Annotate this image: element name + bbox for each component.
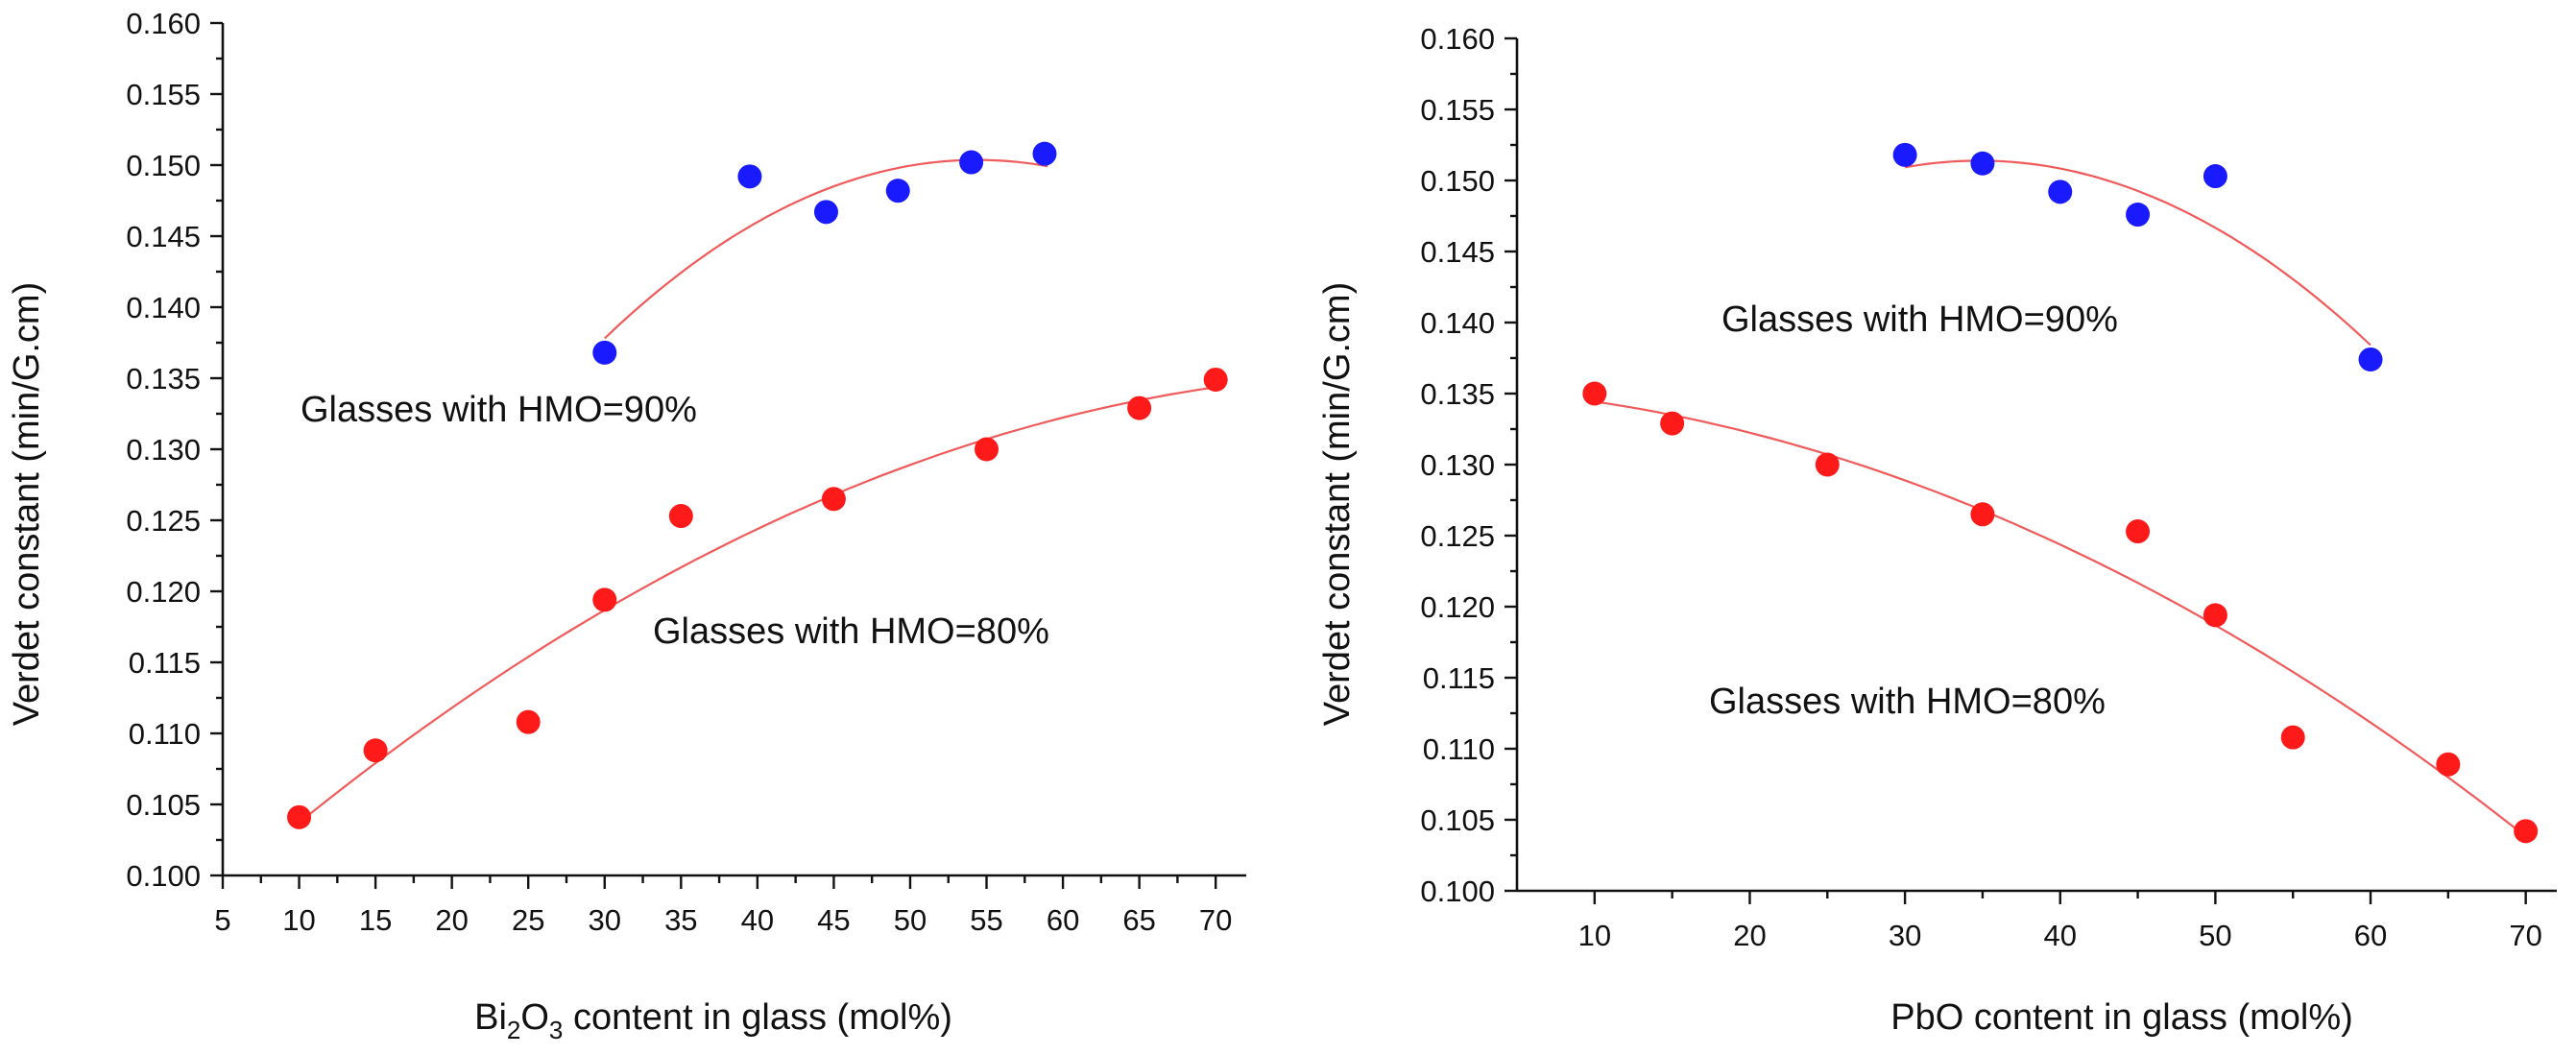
left-y-tick-label: 0.160 (126, 7, 201, 40)
right-series2-point (1582, 381, 1607, 406)
right-series1-point (2126, 203, 2151, 228)
left-x-tick-label: 15 (359, 903, 392, 937)
right-y-tick-label: 0.155 (1420, 93, 1495, 127)
right-x-tick-label: 20 (1733, 919, 1766, 952)
left-x-axis-title: Bi2O3 content in glass (mol%) (474, 997, 952, 1044)
right-x-tick-label: 30 (1889, 919, 1921, 952)
right-y-tick-label: 0.125 (1420, 519, 1495, 553)
right-y-tick-label: 0.110 (1423, 732, 1495, 766)
left-x-tick-label: 50 (894, 903, 927, 937)
right-series2-point (1660, 411, 1685, 436)
right-series1-point (1970, 151, 1995, 176)
right-series2-point (2436, 752, 2461, 777)
right-x-tick-label: 10 (1578, 919, 1611, 952)
left-series1-point (813, 200, 838, 225)
left-series1-point (737, 164, 762, 189)
left-x-tick-label: 25 (512, 903, 544, 937)
left-y-tick-label: 0.155 (126, 78, 201, 111)
right-y-tick-label: 0.150 (1420, 164, 1495, 198)
left-series2-point (592, 587, 617, 612)
left-y-tick-label: 0.150 (126, 149, 201, 182)
right-y-tick-label: 0.115 (1423, 661, 1495, 695)
right-series2-point (2203, 603, 2227, 628)
left-x-tick-label: 5 (214, 903, 230, 937)
right-series1-point (1892, 142, 1917, 167)
left-series2-point (287, 804, 312, 829)
right-series2-point (1970, 502, 1995, 527)
left-chart: 0.100 0.105 0.110 0.115 0.120 0.125 0.130 0.135… (7, 7, 1246, 1044)
right-y-tick-label: 0.130 (1420, 448, 1495, 482)
left-y-tick-label: 0.145 (126, 220, 201, 253)
left-series2-fit-curve (298, 386, 1216, 824)
left-series1-fit-curve (604, 158, 1048, 340)
left-y-tick-label: 0.125 (126, 504, 201, 538)
left-y-tick-label: 0.115 (129, 646, 201, 680)
right-series1-point (2048, 180, 2073, 204)
right-x-axis-title: PbO content in glass (mol%) (1890, 997, 2353, 1038)
left-series2-point (516, 709, 541, 734)
right-series2-point (2126, 519, 2151, 544)
right-x-tick-label: 70 (2509, 919, 2541, 952)
left-series1-point (885, 179, 910, 204)
right-series1-annotation: Glasses with HMO=90% (1721, 299, 2118, 340)
left-series2-point (1127, 395, 1152, 420)
right-y-tick-label: 0.145 (1420, 235, 1495, 269)
right-y-tick-label: 0.105 (1420, 803, 1495, 837)
left-y-tick-label: 0.130 (126, 433, 201, 467)
left-y-tick-label: 0.135 (126, 362, 201, 395)
right-y-axis-title: Verdet constant (min/G.cm) (1317, 282, 1358, 727)
left-y-tick-label: 0.105 (126, 788, 201, 822)
right-series2-point (1815, 452, 1840, 477)
left-x-tick-label: 60 (1047, 903, 1079, 937)
left-x-tick-label: 10 (282, 903, 315, 937)
left-x-tick-label: 30 (589, 903, 621, 937)
left-series2-point (363, 738, 388, 763)
left-series1-point (959, 150, 984, 175)
left-y-tick-label: 0.110 (129, 717, 201, 751)
right-y-tick-label: 0.160 (1420, 22, 1495, 56)
left-x-tick-label: 65 (1122, 903, 1155, 937)
right-y-tick-label: 0.120 (1420, 590, 1495, 624)
right-x-tick-label: 60 (2354, 919, 2387, 952)
left-y-tick-label: 0.140 (126, 291, 201, 324)
left-series1-point (592, 340, 617, 365)
left-y-tick-label: 0.120 (126, 575, 201, 609)
left-x-tick-label: 20 (435, 903, 468, 937)
left-x-tick-label: 70 (1199, 903, 1232, 937)
right-y-tick-label: 0.100 (1420, 874, 1495, 908)
left-x-tick-label: 40 (741, 903, 774, 937)
right-series2-point (2280, 725, 2305, 750)
right-series1-point (2358, 347, 2383, 371)
left-x-tick-label: 35 (664, 903, 697, 937)
right-series2-fit-curve (1594, 400, 2527, 838)
left-x-tick-label: 55 (970, 903, 1002, 937)
left-x-tick-label: 45 (817, 903, 850, 937)
right-series1-point (2203, 164, 2227, 189)
left-series2-point (975, 437, 999, 462)
right-series2-annotation: Glasses with HMO=80% (1709, 682, 2106, 722)
left-series1-annotation: Glasses with HMO=90% (301, 390, 697, 430)
right-y-tick-label: 0.140 (1420, 306, 1495, 340)
left-series1-point (1032, 141, 1057, 166)
right-chart: 0.100 0.105 0.110 0.115 0.120 0.125 0.130 0.135… (1317, 22, 2557, 1038)
right-x-tick-label: 40 (2044, 919, 2077, 952)
left-y-tick-label: 0.100 (126, 859, 201, 893)
left-y-axis-title: Verdet constant (min/G.cm) (7, 282, 47, 727)
left-series2-annotation: Glasses with HMO=80% (653, 611, 1049, 652)
right-x-tick-label: 50 (2199, 919, 2231, 952)
right-y-tick-label: 0.135 (1420, 377, 1495, 411)
right-series2-point (2514, 819, 2539, 844)
left-series2-point (668, 504, 693, 529)
left-series2-point (1203, 367, 1228, 392)
left-series2-point (821, 487, 846, 512)
